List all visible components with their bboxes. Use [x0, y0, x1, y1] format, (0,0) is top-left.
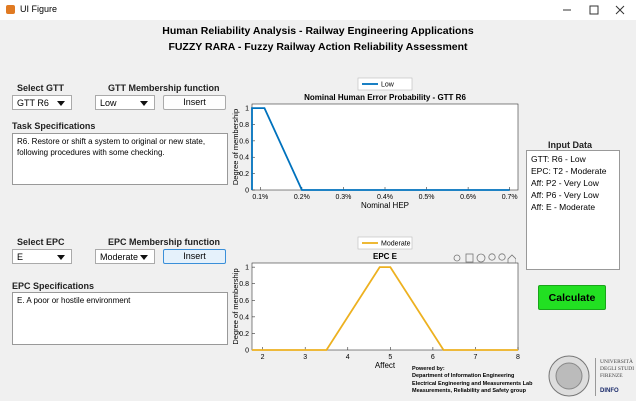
x-tick-label: 0.4% [377, 194, 393, 201]
tool-icon[interactable] [488, 253, 496, 261]
university-name: UNIVERSITÀ DEGLI STUDI FIRENZE [600, 359, 634, 380]
epc-spec-label: EPC Specifications [12, 281, 95, 291]
epc-membership-label: EPC Membership function [108, 237, 221, 247]
x-tick-label: 0.7% [502, 194, 518, 201]
y-axis-label: Degree of membership [231, 268, 240, 344]
x-tick-label: 0.6% [460, 194, 476, 201]
powered-by: Powered by: [412, 366, 445, 372]
y-tick-label: 0.8 [239, 281, 249, 288]
x-axis-label: Nominal HEP [361, 201, 409, 210]
window-controls[interactable] [560, 4, 630, 16]
title-bar [0, 0, 636, 20]
university-line: DEGLI STUDI [600, 366, 635, 373]
footer-line: Electrical Engineering and Measurements … [412, 380, 533, 387]
university-line: FIRENZE [600, 373, 623, 380]
x-tick-label: 0.2% [294, 194, 310, 201]
gtt-dropdown[interactable]: GTT R6 [12, 95, 72, 110]
x-tick-label: 0.5% [419, 194, 435, 201]
calculate-button[interactable]: Calculate [538, 285, 606, 310]
input-data-item: GTT: R6 - Low [531, 154, 586, 164]
input-data-item: EPC: T2 - Moderate [531, 165, 607, 176]
chart-title: EPC E [373, 252, 398, 261]
tool-icon[interactable] [465, 253, 474, 263]
input-data-label: Input Data [548, 140, 592, 150]
footer-lines: Department of Information Engineering Ele… [412, 373, 532, 395]
window-title: UI Figure [20, 4, 58, 14]
x-tick-label: 3 [303, 354, 307, 361]
x-tick-label: 8 [516, 354, 520, 361]
task-spec-label: Task Specifications [12, 121, 96, 131]
epc-membership-dropdown[interactable]: Moderate [95, 249, 155, 264]
y-tick-label: 0.2 [239, 331, 249, 338]
seal-inner [555, 362, 583, 390]
y-tick-label: 0 [245, 188, 249, 195]
input-data-item: Aff: E - Moderate [531, 201, 596, 212]
y-tick-label: 0.8 [239, 122, 249, 129]
tool-icon[interactable] [507, 254, 516, 264]
footer-line: Department of Information Engineering [412, 373, 515, 380]
plot-area [251, 262, 519, 351]
gtt-insert-button[interactable]: Insert [163, 95, 226, 110]
legend-box [357, 77, 413, 91]
y-tick-label: 0.6 [239, 138, 249, 145]
footer-line: Measurements, Reliability and Safety gro… [412, 388, 527, 395]
series-line [251, 107, 510, 191]
chart-title: Nominal Human Error Probability - GTT R6 [304, 93, 466, 102]
app-icon [6, 5, 15, 14]
legend-label: Low [381, 82, 395, 89]
tool-icon[interactable] [498, 253, 506, 261]
y-tick-label: 1 [245, 106, 249, 113]
epc-spec-text: E. A poor or hostile environment [12, 292, 228, 345]
y-tick-label: 0.6 [239, 298, 249, 305]
y-tick-label: 0.4 [239, 314, 249, 321]
gtt-membership-dropdown[interactable]: Low [95, 95, 155, 110]
plot-area [251, 103, 519, 191]
epc-label: Select EPC [17, 237, 65, 247]
x-axis-label: Affect [375, 361, 396, 370]
tool-icon[interactable] [453, 254, 461, 262]
input-data-list[interactable]: GTT: R6 - Low EPC: T2 - Moderate Aff: P2 -… [526, 150, 620, 270]
x-tick-label: 0.1% [252, 194, 268, 201]
y-tick-label: 0 [245, 348, 249, 355]
x-tick-label: 4 [346, 354, 350, 361]
input-data-item: Aff: P2 - Very Low [531, 177, 599, 188]
y-axis-label: Degree of membership [231, 109, 240, 185]
header-subtitle: FUZZY RARA - Fuzzy Railway Action Reliab… [168, 41, 468, 53]
x-tick-label: 6 [431, 354, 435, 361]
legend-box [357, 236, 413, 250]
y-tick-label: 0.2 [239, 171, 249, 178]
x-tick-label: 7 [473, 354, 477, 361]
x-tick-label: 5 [388, 354, 392, 361]
axes-toolbar[interactable] [452, 252, 516, 264]
task-spec-text: R6. Restore or shift a system to origina… [12, 133, 228, 185]
dinfo: DINFO [600, 388, 619, 394]
footer: Powered by: Department of Information En… [412, 366, 532, 396]
epc-insert-button[interactable]: Insert [163, 249, 226, 264]
logo-divider [595, 358, 596, 396]
header-title: Human Reliability Analysis - Railway Eng… [162, 25, 474, 37]
university-line: UNIVERSITÀ [600, 359, 633, 365]
university-seal [548, 355, 590, 397]
x-tick-label: 0.3% [335, 194, 351, 201]
input-data-item: Aff: P6 - Very Low [531, 189, 599, 200]
epc-dropdown[interactable]: E [12, 249, 72, 264]
maximize[interactable] [589, 5, 599, 15]
gtt-membership-label: GTT Membership function [108, 83, 220, 93]
y-tick-label: 0.4 [239, 155, 249, 162]
tool-icon[interactable] [476, 253, 486, 263]
legend-label: Moderate [381, 241, 411, 248]
gtt-label: Select GTT [17, 83, 65, 93]
series-line [252, 266, 518, 351]
close[interactable] [615, 5, 625, 15]
y-tick-label: 1 [245, 265, 249, 272]
x-tick-label: 2 [261, 354, 265, 361]
